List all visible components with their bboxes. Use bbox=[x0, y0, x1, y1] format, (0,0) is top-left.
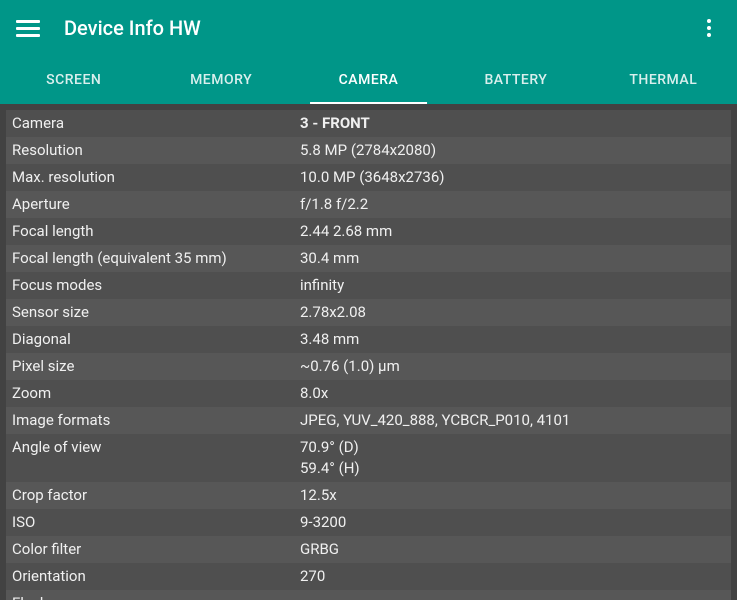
tab-memory[interactable]: MEMORY bbox=[147, 56, 294, 104]
row-key: ISO bbox=[12, 512, 300, 533]
row-key: Focal length bbox=[12, 221, 300, 242]
row-key: Focus modes bbox=[12, 275, 300, 296]
table-row: Zoom 8.0x bbox=[6, 380, 731, 407]
tab-label: CAMERA bbox=[339, 72, 399, 88]
row-key: Camera bbox=[12, 113, 300, 134]
camera-info-table: Camera 3 - FRONT Resolution 5.8 MP (2784… bbox=[0, 104, 737, 600]
table-row: Angle of view 70.9° (D) 59.4° (H) bbox=[6, 434, 731, 482]
row-key: Angle of view bbox=[12, 437, 300, 458]
row-value: 2.44 2.68 mm bbox=[300, 221, 725, 242]
table-row: Sensor size 2.78x2.08 bbox=[6, 299, 731, 326]
row-key: Orientation bbox=[12, 566, 300, 587]
tab-label: BATTERY bbox=[484, 72, 547, 88]
row-value: ~0.76 (1.0) µm bbox=[300, 356, 725, 377]
table-row: Focal length (equivalent 35 mm) 30.4 mm bbox=[6, 245, 731, 272]
table-row: Crop factor 12.5x bbox=[6, 482, 731, 509]
table-row: Aperture f/1.8 f/2.2 bbox=[6, 191, 731, 218]
tab-label: THERMAL bbox=[629, 72, 697, 88]
row-key: Max. resolution bbox=[12, 167, 300, 188]
row-key: Diagonal bbox=[12, 329, 300, 350]
row-key: Resolution bbox=[12, 140, 300, 161]
table-row: Flash no bbox=[6, 590, 731, 600]
row-value: 9-3200 bbox=[300, 512, 725, 533]
row-key: Sensor size bbox=[12, 302, 300, 323]
row-key: Zoom bbox=[12, 383, 300, 404]
table-row: Color filter GRBG bbox=[6, 536, 731, 563]
table-row: Resolution 5.8 MP (2784x2080) bbox=[6, 137, 731, 164]
row-key: Color filter bbox=[12, 539, 300, 560]
table-row: Camera 3 - FRONT bbox=[6, 110, 731, 137]
row-key: Flash bbox=[12, 593, 300, 600]
table-row: Focal length 2.44 2.68 mm bbox=[6, 218, 731, 245]
tab-battery[interactable]: BATTERY bbox=[442, 56, 589, 104]
table-row: Max. resolution 10.0 MP (3648x2736) bbox=[6, 164, 731, 191]
tab-camera[interactable]: CAMERA bbox=[295, 56, 442, 104]
row-key: Aperture bbox=[12, 194, 300, 215]
row-value: 30.4 mm bbox=[300, 248, 725, 269]
row-value: no bbox=[300, 593, 725, 600]
app-title: Device Info HW bbox=[64, 16, 673, 40]
tab-bar: SCREEN MEMORY CAMERA BATTERY THERMAL bbox=[0, 56, 737, 104]
row-key: Pixel size bbox=[12, 356, 300, 377]
overflow-menu-icon[interactable] bbox=[697, 16, 721, 40]
table-row: ISO 9-3200 bbox=[6, 509, 731, 536]
app-bar: Device Info HW bbox=[0, 0, 737, 56]
table-row: Orientation 270 bbox=[6, 563, 731, 590]
row-key: Crop factor bbox=[12, 485, 300, 506]
row-value: 270 bbox=[300, 566, 725, 587]
menu-icon[interactable] bbox=[16, 16, 40, 40]
row-value: 70.9° (D) 59.4° (H) bbox=[300, 437, 725, 479]
table-row: Image formats JPEG, YUV_420_888, YCBCR_P… bbox=[6, 407, 731, 434]
row-value: GRBG bbox=[300, 539, 725, 560]
row-value: JPEG, YUV_420_888, YCBCR_P010, 4101 bbox=[300, 410, 725, 431]
table-row: Focus modes infinity bbox=[6, 272, 731, 299]
row-key: Focal length (equivalent 35 mm) bbox=[12, 248, 300, 269]
row-key: Image formats bbox=[12, 410, 300, 431]
tab-label: MEMORY bbox=[190, 72, 252, 88]
tab-label: SCREEN bbox=[46, 72, 101, 88]
table-row: Diagonal 3.48 mm bbox=[6, 326, 731, 353]
row-value: 10.0 MP (3648x2736) bbox=[300, 167, 725, 188]
table-row: Pixel size ~0.76 (1.0) µm bbox=[6, 353, 731, 380]
row-value: 2.78x2.08 bbox=[300, 302, 725, 323]
tab-screen[interactable]: SCREEN bbox=[0, 56, 147, 104]
tab-thermal[interactable]: THERMAL bbox=[590, 56, 737, 104]
row-value: 3 - FRONT bbox=[300, 113, 725, 134]
row-value: infinity bbox=[300, 275, 725, 296]
row-value: 12.5x bbox=[300, 485, 725, 506]
row-value: f/1.8 f/2.2 bbox=[300, 194, 725, 215]
row-value: 5.8 MP (2784x2080) bbox=[300, 140, 725, 161]
row-value: 3.48 mm bbox=[300, 329, 725, 350]
row-value: 8.0x bbox=[300, 383, 725, 404]
